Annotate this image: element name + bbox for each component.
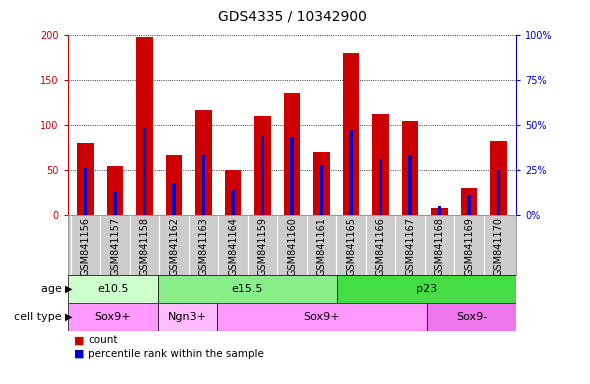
Text: count: count bbox=[88, 335, 118, 345]
Bar bbox=[349, 130, 353, 215]
Bar bbox=[136, 37, 153, 215]
Bar bbox=[158, 303, 217, 331]
Bar bbox=[431, 208, 448, 215]
Bar bbox=[313, 152, 330, 215]
Bar bbox=[113, 192, 117, 215]
Text: ▶: ▶ bbox=[65, 283, 73, 294]
Bar bbox=[158, 275, 337, 303]
Bar bbox=[107, 166, 123, 215]
Bar bbox=[84, 168, 87, 215]
Bar bbox=[427, 303, 516, 331]
Text: GSM841169: GSM841169 bbox=[464, 217, 474, 276]
Text: GSM841170: GSM841170 bbox=[494, 217, 503, 276]
Bar bbox=[254, 116, 271, 215]
Bar bbox=[195, 110, 212, 215]
Bar bbox=[497, 170, 500, 215]
Bar bbox=[290, 137, 294, 215]
Text: Sox9-: Sox9- bbox=[456, 311, 487, 322]
Text: ▶: ▶ bbox=[65, 311, 73, 322]
Text: Ngn3+: Ngn3+ bbox=[168, 311, 207, 322]
Text: percentile rank within the sample: percentile rank within the sample bbox=[88, 349, 264, 359]
Bar bbox=[261, 136, 264, 215]
Bar bbox=[408, 156, 412, 215]
Text: age: age bbox=[41, 283, 65, 294]
Text: GSM841161: GSM841161 bbox=[317, 217, 326, 276]
Bar bbox=[461, 188, 477, 215]
Text: GSM841157: GSM841157 bbox=[110, 217, 120, 276]
Bar bbox=[77, 143, 94, 215]
Text: GSM841168: GSM841168 bbox=[435, 217, 444, 276]
Text: e15.5: e15.5 bbox=[231, 283, 263, 294]
Text: GSM841156: GSM841156 bbox=[81, 217, 90, 276]
Bar bbox=[225, 170, 241, 215]
Bar bbox=[343, 53, 359, 215]
Text: GSM841163: GSM841163 bbox=[199, 217, 208, 276]
Bar bbox=[143, 128, 146, 215]
Text: p23: p23 bbox=[416, 283, 437, 294]
Text: GSM841165: GSM841165 bbox=[346, 217, 356, 276]
Bar bbox=[284, 93, 300, 215]
Text: cell type: cell type bbox=[14, 311, 65, 322]
Bar bbox=[68, 275, 158, 303]
Text: GSM841162: GSM841162 bbox=[169, 217, 179, 276]
Text: ■: ■ bbox=[74, 349, 84, 359]
Text: Sox9+: Sox9+ bbox=[94, 311, 131, 322]
Text: GSM841160: GSM841160 bbox=[287, 217, 297, 276]
Bar bbox=[372, 114, 389, 215]
Bar bbox=[172, 182, 176, 215]
Bar bbox=[202, 156, 205, 215]
Text: GSM841158: GSM841158 bbox=[140, 217, 149, 276]
Text: GSM841159: GSM841159 bbox=[258, 217, 267, 276]
Text: GSM841167: GSM841167 bbox=[405, 217, 415, 276]
Text: GDS4335 / 10342900: GDS4335 / 10342900 bbox=[218, 9, 366, 23]
Bar bbox=[438, 206, 441, 215]
Bar bbox=[217, 303, 427, 331]
Bar bbox=[231, 190, 235, 215]
Bar bbox=[467, 195, 471, 215]
Text: Sox9+: Sox9+ bbox=[304, 311, 340, 322]
Bar bbox=[402, 121, 418, 215]
Bar bbox=[379, 159, 382, 215]
Text: ■: ■ bbox=[74, 335, 84, 345]
Bar bbox=[166, 155, 182, 215]
Bar bbox=[337, 275, 516, 303]
Bar bbox=[320, 164, 323, 215]
Bar bbox=[68, 303, 158, 331]
Text: e10.5: e10.5 bbox=[97, 283, 129, 294]
Text: GSM841164: GSM841164 bbox=[228, 217, 238, 276]
Text: GSM841166: GSM841166 bbox=[376, 217, 385, 276]
Bar bbox=[490, 141, 507, 215]
